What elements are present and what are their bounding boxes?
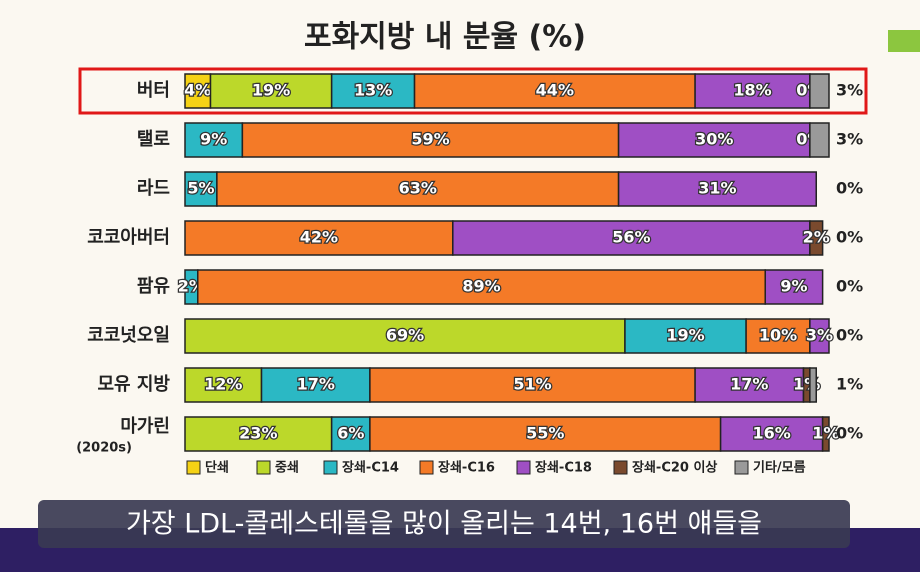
category-label: 코코아버터	[87, 227, 170, 248]
bar-segment	[617, 122, 811, 158]
data-label: 0%	[836, 228, 863, 247]
legend-label: 장쇄-C14	[342, 460, 399, 476]
data-label: 42%	[300, 228, 338, 247]
data-label: 31%	[698, 179, 736, 198]
data-label: 0%	[836, 277, 863, 296]
legend-swatch	[256, 460, 271, 475]
chart-title: 포화지방 내 분율 (%)	[304, 20, 586, 55]
bar-segment	[413, 73, 696, 109]
bar-segment	[209, 73, 333, 109]
bar-segment	[617, 171, 817, 207]
data-label: 2%	[803, 228, 830, 247]
data-label: 3%	[836, 130, 863, 149]
category-label: 탤로	[137, 129, 170, 150]
data-label: 69%	[386, 326, 424, 345]
category-note: (2020s)	[76, 441, 132, 456]
data-label: 3%	[806, 326, 833, 345]
data-label: 6%	[337, 424, 364, 443]
data-label: 19%	[666, 326, 704, 345]
category-label: 모유 지방	[97, 374, 170, 395]
bar-segment	[764, 269, 824, 305]
caption: 가장 LDL-콜레스테롤을 많이 올리는 14번, 16번 얘들을	[126, 509, 762, 540]
legend-swatch	[516, 460, 531, 475]
bar-segment	[809, 73, 830, 109]
legend-swatch	[323, 460, 338, 475]
legend-label: 장쇄-C20 이상	[632, 460, 717, 476]
bar-segment	[809, 367, 817, 403]
data-label: 17%	[730, 375, 768, 394]
data-label: 9%	[780, 277, 807, 296]
bar-segment	[216, 171, 620, 207]
data-label: 4%	[184, 81, 211, 100]
legend-label: 장쇄-C18	[535, 460, 592, 476]
bar-segment	[745, 318, 811, 354]
data-label: 23%	[239, 424, 277, 443]
category-label: 팜유	[137, 276, 170, 297]
data-label: 1%	[836, 375, 863, 394]
bar-segment	[184, 220, 454, 256]
data-label: 13%	[354, 81, 392, 100]
data-label: 0%	[836, 179, 863, 198]
bar-segment	[330, 73, 416, 109]
legend-swatch	[613, 460, 628, 475]
bar-segment	[719, 416, 824, 452]
bar-segment	[369, 416, 722, 452]
legend-swatch	[186, 460, 201, 475]
bar-segment	[184, 73, 212, 109]
bar-segment	[184, 367, 263, 403]
bar-segment	[241, 122, 620, 158]
data-label: 17%	[297, 375, 335, 394]
legend-label: 장쇄-C16	[438, 460, 495, 476]
category-label: 라드	[137, 178, 170, 199]
legend: 단쇄 중쇄 장쇄-C14 장쇄-C16 장쇄-C18 장쇄-C20 이상 기타/모름	[186, 460, 806, 476]
data-label: 0%	[836, 326, 863, 345]
highlight-box	[78, 67, 868, 115]
category-label: 코코넛오일	[87, 325, 170, 346]
data-label: 1%	[812, 424, 839, 443]
bar-segment	[809, 122, 830, 158]
bar-segment	[197, 269, 766, 305]
data-label: 9%	[200, 130, 227, 149]
data-label: 16%	[752, 424, 790, 443]
category-label: 마가린	[120, 416, 170, 437]
data-label: 18%	[733, 81, 771, 100]
data-label: 89%	[462, 277, 500, 296]
caption-box	[38, 500, 850, 548]
data-label: 12%	[204, 375, 242, 394]
data-label: 59%	[411, 130, 449, 149]
bar-segment	[184, 416, 333, 452]
data-label: 19%	[252, 81, 290, 100]
bar-segment	[809, 220, 824, 256]
decoration	[888, 30, 920, 52]
category-label: 버터	[137, 80, 170, 101]
data-label: 5%	[187, 179, 214, 198]
bar-segment	[821, 416, 830, 452]
data-label: 56%	[612, 228, 650, 247]
legend-swatch	[419, 460, 434, 475]
plot: 버터4%19%13%44%18%0%3%탤로9%59%30%0%3%라드5%63…	[76, 67, 868, 456]
bar-segment	[809, 318, 830, 354]
legend-label: 단쇄	[205, 460, 229, 476]
data-label: 30%	[695, 130, 733, 149]
data-label: 44%	[536, 81, 574, 100]
bar-segment	[452, 220, 811, 256]
bar-segment	[694, 367, 805, 403]
legend-label: 중쇄	[275, 460, 299, 476]
data-label: 3%	[836, 81, 863, 100]
data-label: 0%	[836, 424, 863, 443]
data-label: 55%	[526, 424, 564, 443]
legend-label: 기타/모름	[753, 460, 806, 476]
legend-swatch	[734, 460, 749, 475]
data-label: 63%	[399, 179, 437, 198]
data-label: 51%	[513, 375, 551, 394]
data-label: 10%	[759, 326, 797, 345]
